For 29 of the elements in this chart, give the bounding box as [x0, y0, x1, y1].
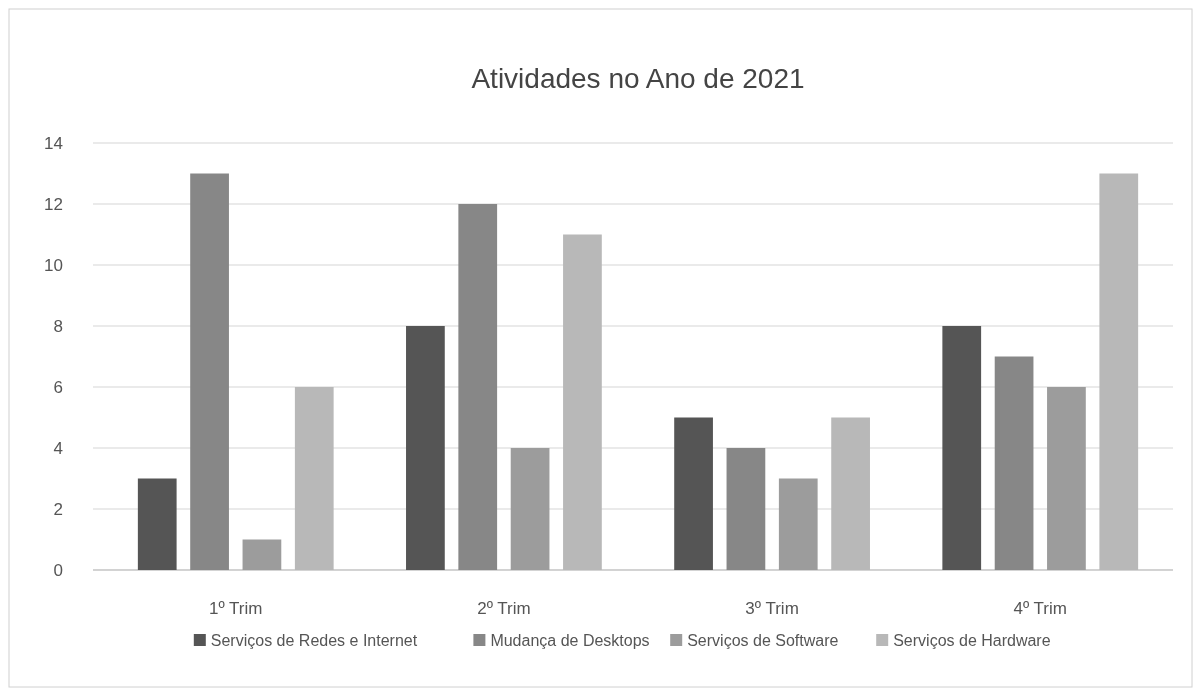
bar — [458, 204, 498, 570]
bar — [942, 326, 982, 570]
y-tick-label: 10 — [44, 256, 63, 275]
y-tick-label: 6 — [53, 378, 63, 397]
bar — [190, 173, 229, 570]
legend-label: Serviços de Software — [687, 632, 839, 649]
x-tick-label: 1º Trim — [209, 599, 263, 618]
legend-label: Serviços de Hardware — [893, 632, 1051, 649]
y-tick-label: 2 — [53, 500, 63, 519]
bar — [726, 448, 766, 570]
legend-label: Serviços de Redes e Internet — [210, 632, 418, 649]
legend-label: Mudança de Desktops — [490, 632, 650, 649]
x-tick-label: 4º Trim — [1013, 599, 1067, 618]
bar — [406, 326, 445, 570]
bar — [1047, 387, 1086, 570]
bar — [242, 539, 282, 570]
bar — [994, 356, 1034, 570]
y-tick-label: 0 — [53, 561, 63, 580]
bar — [674, 417, 713, 570]
y-tick-label: 8 — [53, 317, 63, 336]
y-tick-label: 14 — [44, 134, 63, 153]
chart-title: Atividades no Ano de 2021 — [471, 63, 805, 94]
bar — [510, 448, 550, 570]
y-tick-label: 12 — [44, 195, 63, 214]
y-tick-label: 4 — [53, 439, 63, 458]
x-tick-label: 3º Trim — [745, 599, 799, 618]
bar — [778, 478, 818, 570]
x-tick-label: 2º Trim — [477, 599, 531, 618]
bar — [137, 478, 177, 570]
